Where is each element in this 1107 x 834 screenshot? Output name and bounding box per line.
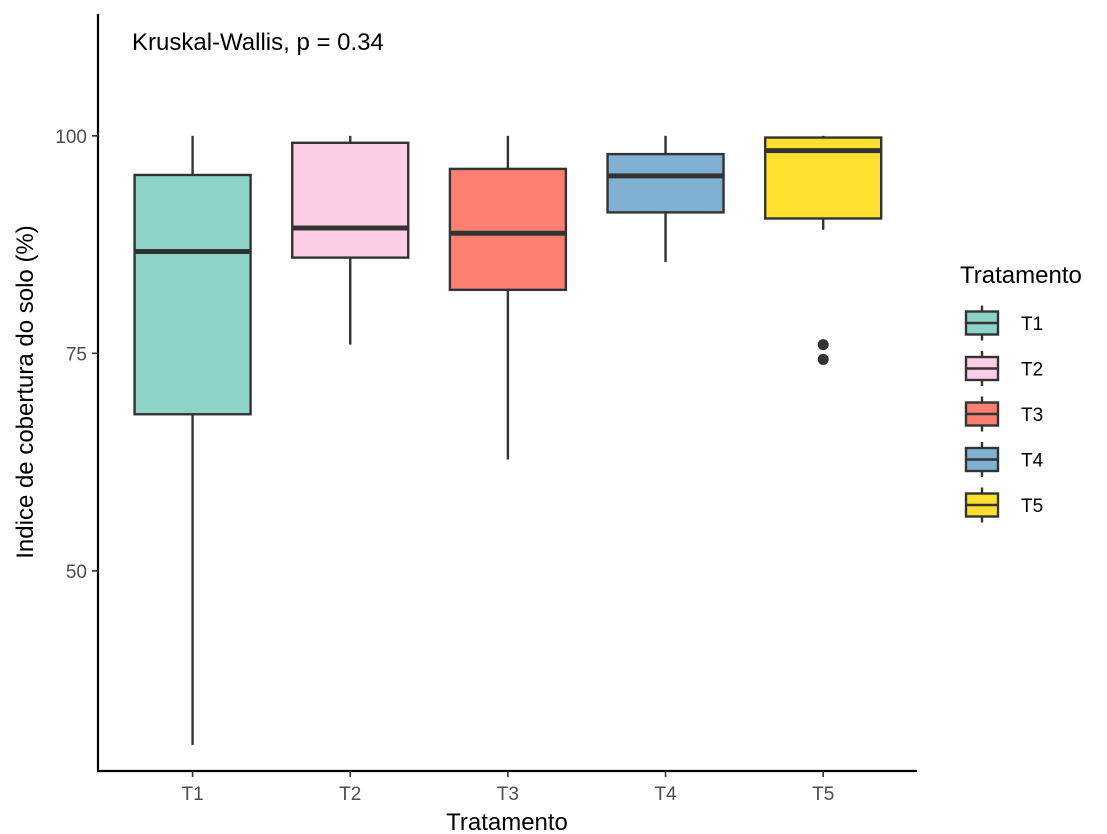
x-tick-label: T1 (181, 784, 203, 805)
y-tick-label: 50 (66, 562, 87, 583)
plot-area (133, 135, 883, 745)
box-iqr (606, 152, 725, 214)
legend-label: T2 (1021, 360, 1043, 381)
x-tick-label: T3 (497, 784, 519, 805)
legend-label: T4 (1021, 451, 1044, 472)
box-iqr (448, 167, 568, 292)
x-axis-ticks: T1 T2 T3 T4 T5 (181, 771, 834, 805)
legend-item-t4: T4 (964, 442, 1044, 477)
y-axis-ticks: 50 75 100 (55, 127, 98, 583)
legend-item-t5: T5 (964, 487, 1043, 523)
legend: Tratamento T1 T2 T3 T4 T5 (960, 262, 1082, 523)
box-iqr (133, 173, 252, 416)
box-group-t4 (606, 135, 725, 262)
box-group-t2 (291, 135, 410, 345)
legend-item-t2: T2 (964, 351, 1043, 386)
outlier-point (817, 353, 829, 365)
legend-label: T5 (1021, 496, 1043, 517)
legend-label: T1 (1021, 314, 1043, 335)
outlier-point (817, 339, 829, 351)
y-tick-label: 100 (55, 127, 87, 148)
box-iqr (291, 141, 410, 259)
box-group-t3 (448, 135, 568, 460)
x-tick-label: T4 (654, 784, 677, 805)
legend-item-t3: T3 (964, 396, 1043, 432)
legend-items: T1 T2 T3 T4 T5 (964, 305, 1044, 523)
x-tick-label: T2 (339, 784, 361, 805)
legend-label: T3 (1021, 405, 1043, 426)
y-tick-label: 75 (66, 344, 87, 365)
box-group-t1 (133, 135, 252, 745)
legend-title: Tratamento (960, 262, 1082, 289)
kruskal-wallis-annotation: Kruskal-Wallis, p = 0.34 (132, 29, 384, 56)
x-tick-label: T5 (812, 784, 834, 805)
x-axis-title: Tratamento (446, 809, 568, 834)
legend-item-t1: T1 (964, 305, 1043, 341)
box-group-t5 (763, 135, 883, 365)
y-axis-title: Indice de cobertura do solo (%) (12, 225, 39, 559)
